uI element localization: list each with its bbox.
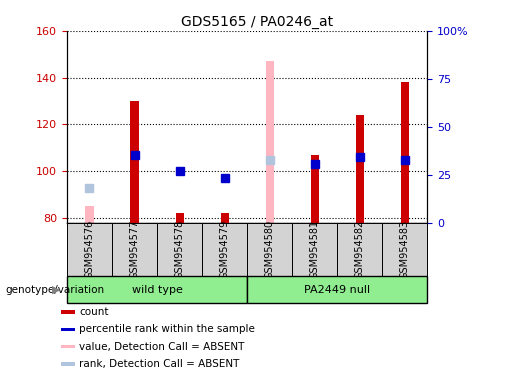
Bar	[293, 223, 337, 276]
Bar	[61, 328, 75, 331]
Bar	[247, 276, 427, 303]
Bar	[67, 223, 112, 276]
Bar	[67, 276, 247, 303]
Text: rank, Detection Call = ABSENT: rank, Detection Call = ABSENT	[79, 359, 239, 369]
Bar	[176, 214, 184, 223]
Text: PA2449 null: PA2449 null	[304, 285, 370, 295]
Bar	[337, 223, 382, 276]
Text: GSM954578: GSM954578	[175, 220, 184, 279]
Bar	[130, 101, 139, 223]
Text: GSM954582: GSM954582	[355, 220, 365, 279]
Text: GSM954581: GSM954581	[310, 220, 320, 279]
Bar	[112, 223, 157, 276]
Text: GSM954579: GSM954579	[220, 220, 230, 279]
Bar	[220, 214, 229, 223]
Text: wild type: wild type	[132, 285, 182, 295]
Text: GSM954577: GSM954577	[130, 220, 140, 279]
Text: value, Detection Call = ABSENT: value, Detection Call = ABSENT	[79, 341, 245, 352]
Bar	[382, 223, 427, 276]
Text: ▶: ▶	[53, 285, 61, 295]
Bar	[61, 310, 75, 314]
Bar	[202, 223, 247, 276]
Bar	[85, 206, 94, 223]
Bar	[61, 345, 75, 348]
Bar	[266, 61, 274, 223]
Text: count: count	[79, 307, 109, 317]
Text: GSM954580: GSM954580	[265, 220, 274, 279]
Bar	[401, 82, 409, 223]
Bar	[247, 223, 293, 276]
Bar	[311, 155, 319, 223]
Text: GDS5165 / PA0246_at: GDS5165 / PA0246_at	[181, 15, 334, 29]
Bar	[157, 223, 202, 276]
Bar	[61, 362, 75, 366]
Text: percentile rank within the sample: percentile rank within the sample	[79, 324, 255, 334]
Text: genotype/variation: genotype/variation	[5, 285, 104, 295]
Bar	[356, 115, 364, 223]
Text: GSM954583: GSM954583	[400, 220, 410, 279]
Text: GSM954576: GSM954576	[84, 220, 94, 279]
